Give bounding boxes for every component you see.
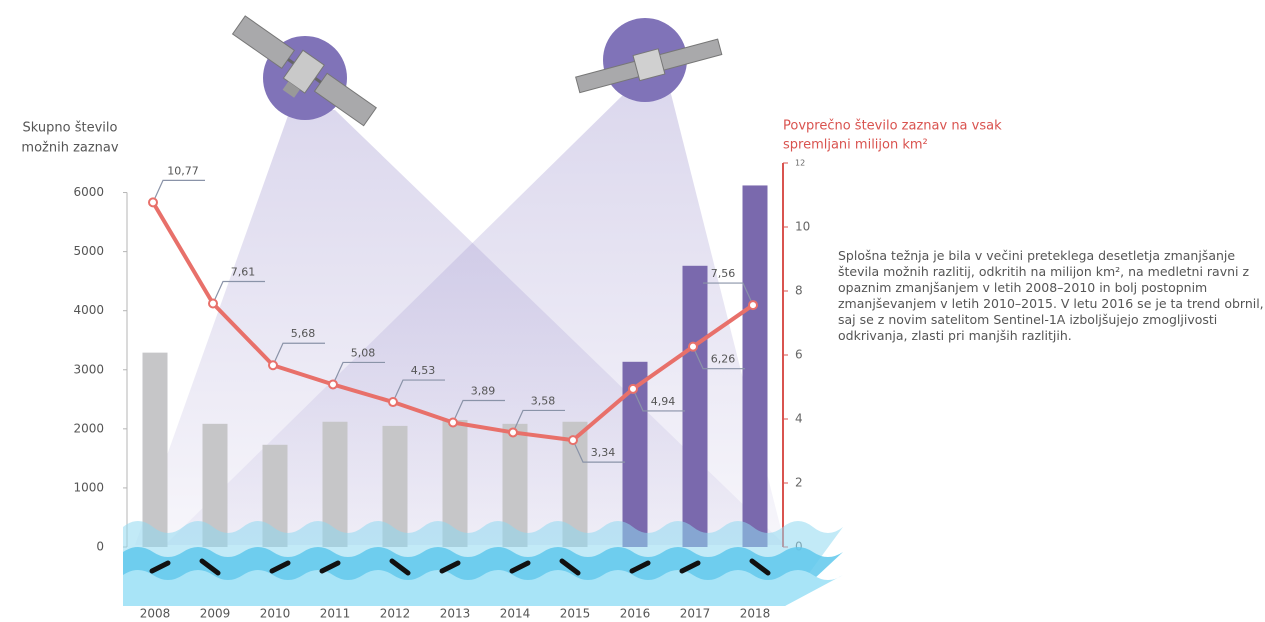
value-label: 5,08: [351, 346, 376, 359]
bar: [682, 265, 708, 547]
x-tick-label: 2016: [620, 607, 651, 621]
point: [268, 360, 278, 371]
wave-dash: [559, 558, 581, 576]
x-tick-label: 2014: [500, 607, 531, 621]
y-tick-label: 4000: [73, 303, 104, 317]
y-tick-label: 3000: [73, 362, 104, 376]
value-label: 4,94: [651, 395, 676, 408]
callout-line: [332, 361, 385, 385]
value-label: 3,89: [471, 385, 496, 398]
callout-line: [392, 379, 445, 403]
x-tick-label: 2013: [440, 607, 471, 621]
callout-line: [452, 399, 505, 423]
x-tick-label: 2009: [200, 607, 231, 621]
y-tick-label: 6000: [73, 185, 104, 199]
value-label: 7,61: [231, 265, 256, 278]
bar: [742, 185, 768, 548]
wave-dash: [629, 560, 651, 574]
satellite: [231, 15, 377, 127]
wave-dash: [509, 560, 531, 574]
wave-dash: [149, 560, 171, 574]
point: [208, 298, 218, 309]
value-label: 3,34: [591, 446, 616, 459]
y2-axis-title: spremljani milijon km²: [783, 138, 928, 153]
point: [388, 397, 398, 408]
x-tick-label: 2017: [680, 607, 711, 621]
value-label: 10,77: [167, 164, 199, 177]
wave-dash: [389, 558, 411, 576]
wave-dash: [749, 558, 771, 576]
y-tick-label: 5000: [73, 244, 104, 258]
callout-line: [632, 388, 685, 412]
y2-tick-label: 4: [795, 412, 803, 426]
value-label: 5,68: [291, 327, 316, 340]
plot: 010002000300040005000600002468101210,777…: [73, 159, 843, 621]
point: [328, 379, 338, 390]
point: [748, 300, 758, 311]
point: [508, 427, 518, 438]
point: [628, 383, 638, 394]
x-tick-label: 2008: [140, 607, 171, 621]
y2-tick-label: 10: [795, 220, 810, 234]
y2-axis-title: Povprečno število zaznav na vsak: [783, 119, 1002, 134]
wave-dash: [439, 560, 461, 574]
callout-line: [512, 409, 565, 433]
y-tick-label: 2000: [73, 421, 104, 435]
x-tick-label: 2010: [260, 607, 291, 621]
value-label: 7,56: [711, 267, 736, 280]
x-tick-label: 2012: [380, 607, 411, 621]
y2-tick-label: 2: [795, 476, 803, 490]
y-tick-label: 0: [96, 540, 104, 554]
wave-dash: [199, 558, 221, 576]
value-label: 6,26: [711, 353, 736, 366]
y-axis-title: možnih zaznav: [21, 141, 118, 156]
callout-line: [152, 179, 205, 203]
x-tick-label: 2018: [740, 607, 771, 621]
point: [148, 197, 158, 208]
wave-dash: [269, 560, 291, 574]
wave-dash: [679, 560, 701, 574]
point: [568, 435, 578, 446]
point: [688, 341, 698, 352]
y-tick-label: 1000: [73, 480, 104, 494]
callout-line: [703, 282, 754, 306]
x-tick-label: 2015: [560, 607, 591, 621]
y2-tick-label: 12: [795, 159, 805, 168]
value-label: 4,53: [411, 364, 436, 377]
callout-line: [572, 439, 625, 463]
callout-line: [272, 342, 325, 366]
point: [448, 417, 458, 428]
y2-tick-label: 6: [795, 348, 803, 362]
callout-line: [692, 346, 745, 370]
y-axis-title: Skupno število: [23, 121, 118, 136]
satellite: [575, 18, 723, 102]
x-tick-label: 2011: [320, 607, 351, 621]
annotation: Splošna težnja je bila v večini pretekle…: [838, 248, 1264, 343]
callout-line: [212, 280, 265, 304]
wave: [123, 570, 843, 606]
value-label: 3,58: [531, 394, 556, 407]
bar: [142, 352, 168, 547]
y2-tick-label: 8: [795, 284, 803, 298]
wave-dash: [319, 560, 341, 574]
